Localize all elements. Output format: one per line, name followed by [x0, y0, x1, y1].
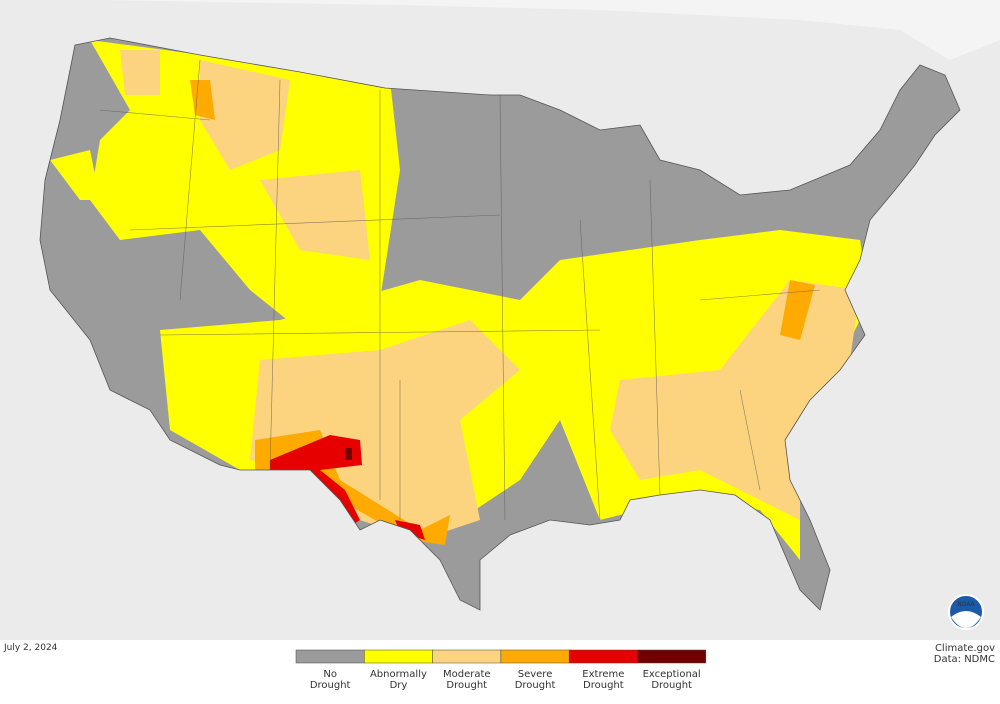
footer: [0, 640, 1000, 704]
legend-swatch: [432, 649, 502, 664]
legend-label: No: [323, 669, 337, 680]
area: [345, 448, 352, 460]
credit: Data: NDMC: [934, 654, 995, 665]
legend-swatch: [364, 649, 433, 664]
svg-text:NOAA: NOAA: [957, 601, 975, 608]
legend-label: Abnormally: [370, 669, 427, 680]
credit: Climate.gov: [935, 643, 995, 654]
legend-label: Drought: [515, 680, 556, 691]
legend: NoDroughtAbnormallyDryModerateDroughtSev…: [295, 649, 707, 691]
legend-label: Drought: [446, 680, 487, 691]
area: [120, 50, 370, 260]
legend-swatch: [500, 649, 570, 664]
area: [50, 150, 100, 200]
area: [90, 40, 400, 330]
date: July 2, 2024: [3, 643, 58, 653]
area: [250, 320, 520, 540]
state-lines: [99, 59, 821, 521]
legend-label: Extreme: [582, 669, 624, 680]
legend-label: Drought: [583, 680, 624, 691]
legend-label: Exceptional: [643, 669, 701, 680]
legend-swatch: [295, 649, 365, 664]
canada: [0, 0, 1000, 60]
legend-label: Severe: [518, 669, 553, 680]
legend-label: Moderate: [443, 669, 491, 680]
legend-label: Drought: [310, 680, 351, 691]
area: [270, 435, 425, 540]
legend-swatch: [568, 649, 638, 664]
drought-areas: [50, 40, 870, 560]
noaa-logo: NOAA: [948, 594, 984, 630]
legend-swatch: [637, 649, 707, 664]
legend-label: Drought: [651, 680, 692, 691]
legend-label: Dry: [390, 680, 408, 691]
